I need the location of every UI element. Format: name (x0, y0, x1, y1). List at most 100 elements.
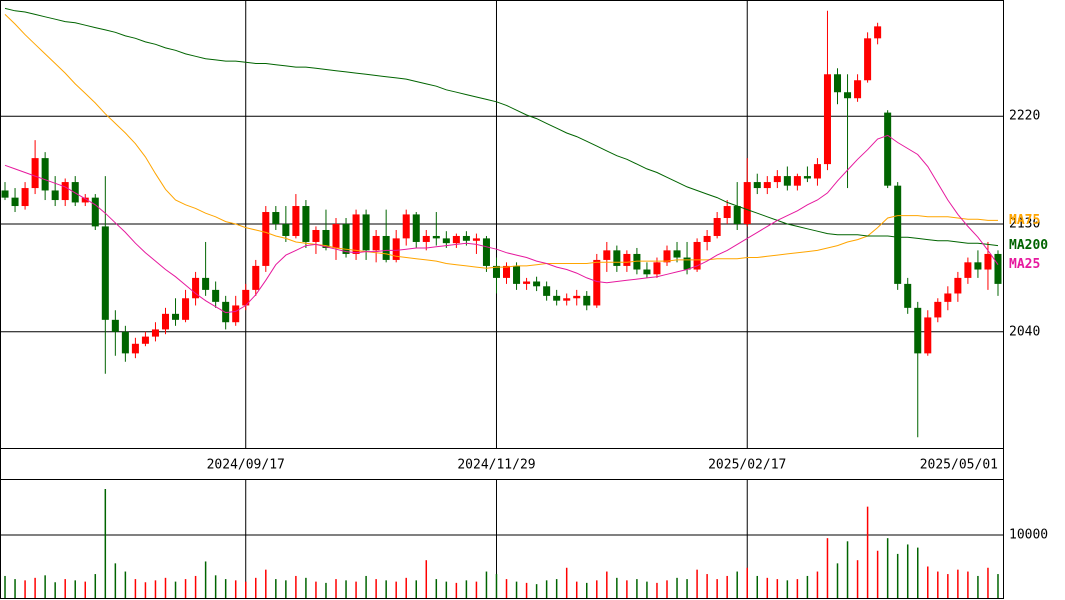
y-tick-label: 2040 (1009, 324, 1040, 339)
candle-body (904, 283, 912, 308)
candle-body (713, 218, 721, 236)
candle-body (964, 262, 972, 278)
x-tick-label: 2025/02/17 (708, 458, 786, 473)
candle-body (382, 235, 390, 260)
candle-body (91, 197, 99, 227)
candle-body (362, 214, 370, 251)
candle-body (874, 26, 882, 39)
candle-body (924, 317, 932, 354)
candle-body (653, 262, 661, 275)
candle-body (523, 281, 531, 284)
candle-body (833, 74, 842, 93)
candle-body (342, 224, 350, 254)
x-tick-label: 2024/09/17 (207, 458, 285, 473)
candle-body (71, 182, 79, 203)
legend-label: MA200 (1009, 238, 1048, 253)
candle-body (753, 182, 761, 189)
candle-body (21, 188, 29, 207)
candle-body (683, 257, 691, 270)
candle-body (543, 286, 551, 296)
candle-body (151, 329, 159, 337)
candle-body (101, 226, 109, 320)
candle-body (533, 281, 541, 287)
candle-body (914, 307, 922, 354)
candle-body (583, 295, 591, 306)
candle-body (823, 74, 831, 165)
candle-body (603, 250, 611, 260)
candle-body (643, 269, 651, 275)
candle-body (312, 229, 320, 242)
ma-line (4, 7, 999, 247)
candle-body (242, 289, 250, 306)
candle-body (793, 176, 801, 186)
candle-body (503, 265, 511, 278)
candle-body (854, 80, 862, 99)
candle-body (292, 206, 300, 236)
candle-body (432, 235, 440, 239)
candle-body (984, 253, 992, 270)
candle-body (723, 206, 731, 219)
candle-body (994, 253, 1002, 284)
candle-body (703, 235, 711, 242)
candle-body (482, 238, 490, 266)
candle-body (192, 277, 200, 299)
y-tick-label: 2220 (1009, 109, 1040, 124)
candle-body (111, 319, 119, 332)
candle-body (783, 176, 791, 186)
legend-label: MA25 (1009, 257, 1040, 272)
x-tick-label: 2024/11/29 (457, 458, 535, 473)
candle-body (81, 197, 89, 203)
candle-body (272, 212, 280, 224)
candle-body (141, 336, 149, 344)
candle-body (422, 235, 430, 242)
candle-body (262, 212, 270, 266)
candle-body (613, 250, 621, 266)
legend-label: MA75 (1009, 213, 1040, 228)
candle-body (31, 158, 39, 189)
candle-body (743, 182, 751, 224)
candle-body (773, 176, 781, 183)
candle-body (934, 301, 942, 318)
candle-body (302, 206, 310, 242)
candle-body (573, 295, 581, 299)
candle-body (663, 250, 671, 263)
candle-body (633, 253, 641, 270)
candle-body (282, 224, 290, 236)
candle-body (172, 313, 180, 320)
candle-body (813, 164, 821, 179)
candle-body (884, 112, 892, 186)
candle-body (864, 38, 872, 81)
candle-body (974, 262, 982, 270)
candle-body (161, 313, 170, 330)
candle-body (803, 176, 811, 179)
candle-body (51, 190, 59, 201)
candle-body (442, 238, 450, 244)
candle-body (673, 250, 681, 258)
candle-body (41, 158, 49, 191)
candle-body (462, 235, 470, 241)
candle-body (513, 265, 521, 284)
candle-body (202, 277, 210, 290)
candle-body (232, 305, 240, 323)
candle-body (733, 206, 741, 224)
x-tick-label: 2025/05/01 (920, 458, 998, 473)
candle-body (894, 185, 902, 284)
candle-body (252, 265, 260, 290)
candle-body (392, 238, 400, 260)
candle-body (212, 289, 220, 302)
candle-body (61, 182, 69, 201)
candle-body (452, 235, 460, 244)
y-tick-label: 10000 (1009, 527, 1048, 542)
candle-body (593, 259, 601, 306)
candle-body (944, 293, 952, 302)
candle-body (332, 224, 340, 248)
ma-line (4, 14, 998, 269)
candle-body (563, 298, 571, 301)
candle-body (763, 182, 771, 189)
y-tick-label: 2130 (1009, 217, 1040, 232)
candle-body (693, 241, 701, 270)
candle-body (472, 238, 480, 241)
candle-body (352, 214, 360, 254)
candle-body (553, 295, 561, 301)
